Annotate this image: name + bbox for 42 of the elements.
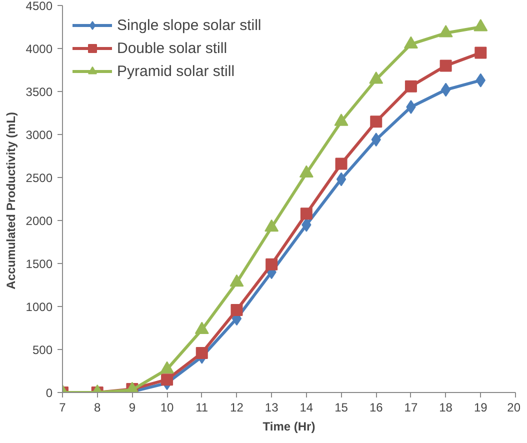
- x-tick-label: 13: [264, 400, 279, 414]
- x-tick-label: 7: [59, 400, 66, 414]
- y-tick-label: 0: [46, 386, 53, 400]
- point: [370, 116, 382, 128]
- x-tick-label: 18: [439, 400, 453, 414]
- point: [196, 346, 208, 359]
- y-tick-label: 1000: [26, 300, 53, 314]
- point: [300, 208, 312, 220]
- y-tick-label: 4500: [26, 0, 53, 13]
- y-tick-label: 4000: [26, 42, 53, 56]
- x-tick-label: 11: [196, 400, 208, 414]
- legend-label: Double solar still: [117, 40, 228, 56]
- y-axis-title: Accumulated Productivity (mL): [4, 112, 18, 290]
- legend-label: Single slope solar still: [117, 16, 262, 34]
- point: [160, 361, 174, 374]
- y-tick-label: 2000: [26, 214, 53, 228]
- x-tick-label: 12: [230, 400, 244, 414]
- y-tick-label: 1500: [26, 257, 53, 271]
- x-tick-label: 14: [300, 400, 314, 414]
- y-tick-label: 3000: [26, 128, 53, 142]
- point: [440, 82, 451, 97]
- x-tick-label: 16: [369, 400, 384, 414]
- x-axis-title: Time (Hr): [262, 420, 316, 434]
- point: [474, 46, 487, 59]
- y-tick-label: 3500: [26, 85, 53, 99]
- point: [230, 304, 243, 316]
- point: [161, 374, 174, 386]
- y-tick-label: 500: [32, 343, 53, 357]
- point: [336, 172, 346, 186]
- y-tick-label: 2500: [26, 171, 53, 185]
- point: [335, 158, 348, 170]
- x-tick-label: 8: [94, 400, 102, 414]
- x-tick-label: 15: [334, 400, 348, 414]
- point: [266, 258, 278, 270]
- point: [404, 80, 417, 92]
- x-tick-label: 10: [160, 400, 174, 414]
- legend-label: Pyramid solar still: [117, 62, 235, 80]
- x-tick-label: 20: [507, 400, 521, 414]
- x-tick-label: 19: [474, 400, 488, 414]
- x-tick-label: 17: [404, 400, 418, 414]
- point: [440, 60, 452, 72]
- x-tick-label: 9: [128, 400, 136, 414]
